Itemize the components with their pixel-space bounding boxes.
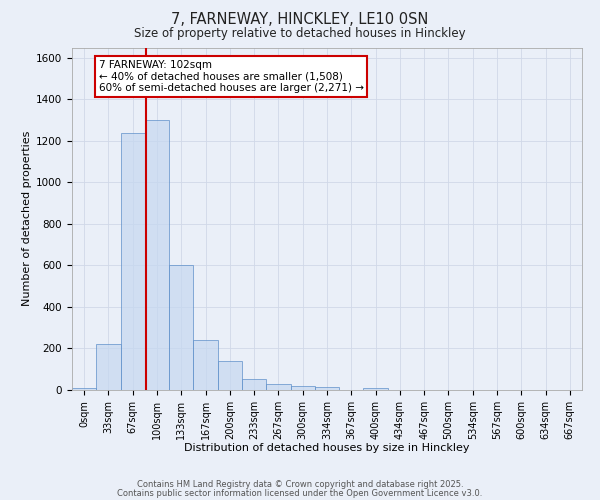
Bar <box>315 387 339 390</box>
Bar <box>290 386 315 390</box>
Bar <box>145 120 169 390</box>
Bar <box>218 361 242 390</box>
Bar <box>72 388 96 390</box>
Text: Size of property relative to detached houses in Hinckley: Size of property relative to detached ho… <box>134 28 466 40</box>
Text: 7, FARNEWAY, HINCKLEY, LE10 0SN: 7, FARNEWAY, HINCKLEY, LE10 0SN <box>172 12 428 28</box>
X-axis label: Distribution of detached houses by size in Hinckley: Distribution of detached houses by size … <box>184 444 470 454</box>
Bar <box>242 378 266 390</box>
Bar <box>96 344 121 390</box>
Bar <box>266 384 290 390</box>
Y-axis label: Number of detached properties: Number of detached properties <box>22 131 32 306</box>
Bar <box>193 340 218 390</box>
Bar <box>169 266 193 390</box>
Text: Contains public sector information licensed under the Open Government Licence v3: Contains public sector information licen… <box>118 488 482 498</box>
Bar <box>364 388 388 390</box>
Bar <box>121 132 145 390</box>
Text: 7 FARNEWAY: 102sqm
← 40% of detached houses are smaller (1,508)
60% of semi-deta: 7 FARNEWAY: 102sqm ← 40% of detached hou… <box>99 60 364 93</box>
Text: Contains HM Land Registry data © Crown copyright and database right 2025.: Contains HM Land Registry data © Crown c… <box>137 480 463 489</box>
